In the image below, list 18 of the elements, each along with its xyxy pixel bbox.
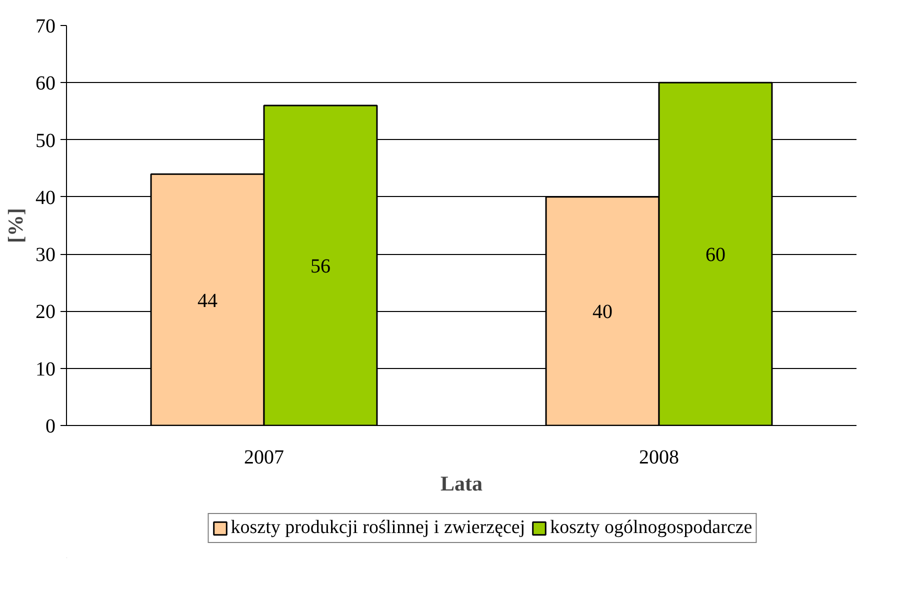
y-tick-label: 30 [36, 244, 56, 266]
y-tick-label: 40 [36, 186, 56, 209]
data-label: 60 [705, 244, 726, 266]
data-label: 44 [198, 290, 218, 312]
y-tick-label: 10 [36, 358, 56, 380]
y-tick-label: 50 [36, 130, 56, 152]
legend-label: koszty ogólnogospodarcze [550, 517, 752, 539]
y-tick-label: 60 [36, 72, 56, 95]
data-label: 56 [310, 256, 330, 278]
y-tick-label: 20 [36, 301, 56, 324]
x-axis-title: Lata [440, 472, 483, 496]
x-tick-label: 2007 [244, 446, 284, 468]
y-axis-title: [%] [4, 208, 28, 243]
data-label: 40 [592, 301, 613, 324]
y-tick-label: 70 [36, 16, 56, 38]
y-tick-label: 0 [46, 416, 56, 438]
legend-label: koszty produkcji roślinnej i zwierzęcej [230, 517, 526, 539]
x-tick-label: 2008 [639, 446, 679, 468]
